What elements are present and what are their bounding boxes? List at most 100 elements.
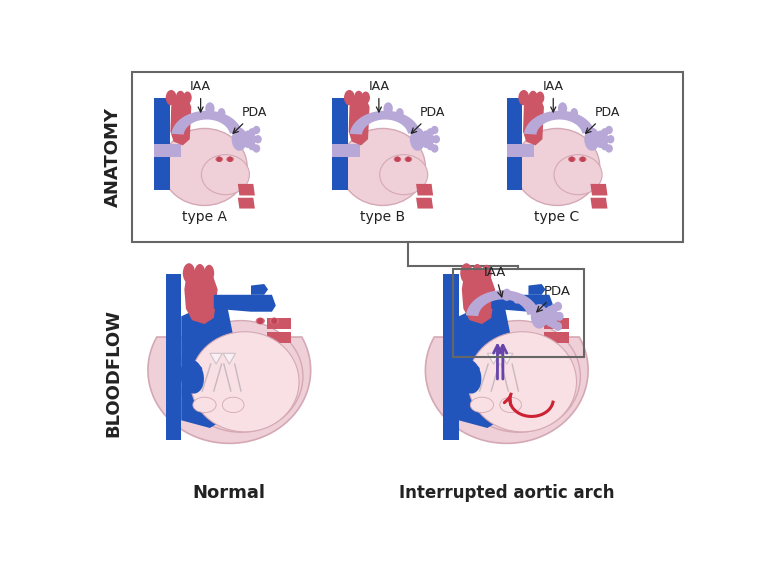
Polygon shape [492,295,553,312]
Text: type C: type C [535,210,580,224]
Text: PDA: PDA [537,285,571,312]
Text: BLOODFLOW: BLOODFLOW [104,308,122,437]
Polygon shape [266,332,291,343]
Ellipse shape [482,264,492,282]
Ellipse shape [540,312,547,320]
Ellipse shape [528,91,538,104]
Ellipse shape [556,312,563,320]
Ellipse shape [176,91,185,104]
Ellipse shape [227,157,234,162]
Ellipse shape [250,136,257,142]
Ellipse shape [166,90,177,105]
Text: PDA: PDA [412,106,445,133]
Polygon shape [458,305,511,428]
Circle shape [227,157,233,162]
Polygon shape [210,353,222,364]
Ellipse shape [253,145,260,152]
Ellipse shape [547,307,554,314]
Ellipse shape [571,108,578,118]
Polygon shape [170,97,191,145]
Ellipse shape [531,304,548,329]
Ellipse shape [193,397,216,413]
Ellipse shape [240,133,247,140]
Text: Interrupted aortic arch: Interrupted aortic arch [399,484,614,502]
Ellipse shape [598,136,604,142]
Ellipse shape [579,157,587,162]
Ellipse shape [183,263,195,283]
Ellipse shape [515,128,600,205]
Ellipse shape [606,145,612,152]
Text: PDA: PDA [233,106,267,133]
Ellipse shape [419,136,425,142]
Ellipse shape [607,136,614,142]
Ellipse shape [513,294,521,304]
Polygon shape [181,305,233,428]
Ellipse shape [249,142,255,150]
Ellipse shape [554,303,561,310]
Ellipse shape [415,136,421,142]
Ellipse shape [518,90,529,105]
Ellipse shape [246,136,252,142]
Ellipse shape [502,288,511,301]
Ellipse shape [190,332,299,432]
Ellipse shape [547,317,556,324]
Ellipse shape [472,366,480,372]
Ellipse shape [194,264,205,283]
Ellipse shape [551,304,558,312]
Ellipse shape [601,142,608,150]
Polygon shape [333,97,348,190]
Polygon shape [488,353,500,364]
Ellipse shape [270,317,279,324]
Ellipse shape [548,312,554,320]
Ellipse shape [184,92,192,104]
Ellipse shape [205,102,214,115]
Ellipse shape [432,127,438,133]
Ellipse shape [554,323,561,330]
Ellipse shape [423,131,429,138]
Ellipse shape [500,397,521,413]
Text: PDA: PDA [586,106,620,133]
Ellipse shape [245,140,251,147]
Ellipse shape [540,315,547,322]
Bar [132,72,683,242]
Ellipse shape [249,129,255,136]
Circle shape [580,157,585,162]
Ellipse shape [344,90,355,105]
Ellipse shape [533,317,542,324]
Circle shape [406,157,411,162]
Ellipse shape [180,359,204,393]
Ellipse shape [470,397,494,413]
Circle shape [257,318,263,324]
Ellipse shape [589,136,595,142]
Polygon shape [528,284,545,295]
Ellipse shape [340,128,425,205]
Ellipse shape [593,138,599,145]
Polygon shape [223,353,236,364]
Polygon shape [333,144,359,157]
Ellipse shape [383,102,392,115]
Polygon shape [349,111,420,135]
Polygon shape [349,97,369,145]
Circle shape [535,318,541,324]
Polygon shape [524,111,594,135]
Polygon shape [544,318,569,329]
Ellipse shape [552,312,559,320]
Polygon shape [154,97,170,190]
Polygon shape [544,332,569,343]
Polygon shape [466,290,540,316]
Polygon shape [184,274,217,324]
Ellipse shape [544,312,551,320]
Ellipse shape [558,102,568,115]
Polygon shape [591,198,607,209]
Polygon shape [507,144,534,157]
Circle shape [217,157,222,162]
Text: type B: type B [360,210,406,224]
Text: IAA: IAA [484,266,506,297]
Text: IAA: IAA [543,80,564,112]
Ellipse shape [547,319,554,326]
Polygon shape [148,337,311,443]
Ellipse shape [237,136,243,142]
Polygon shape [591,184,607,196]
Ellipse shape [232,128,247,151]
Ellipse shape [536,92,545,104]
